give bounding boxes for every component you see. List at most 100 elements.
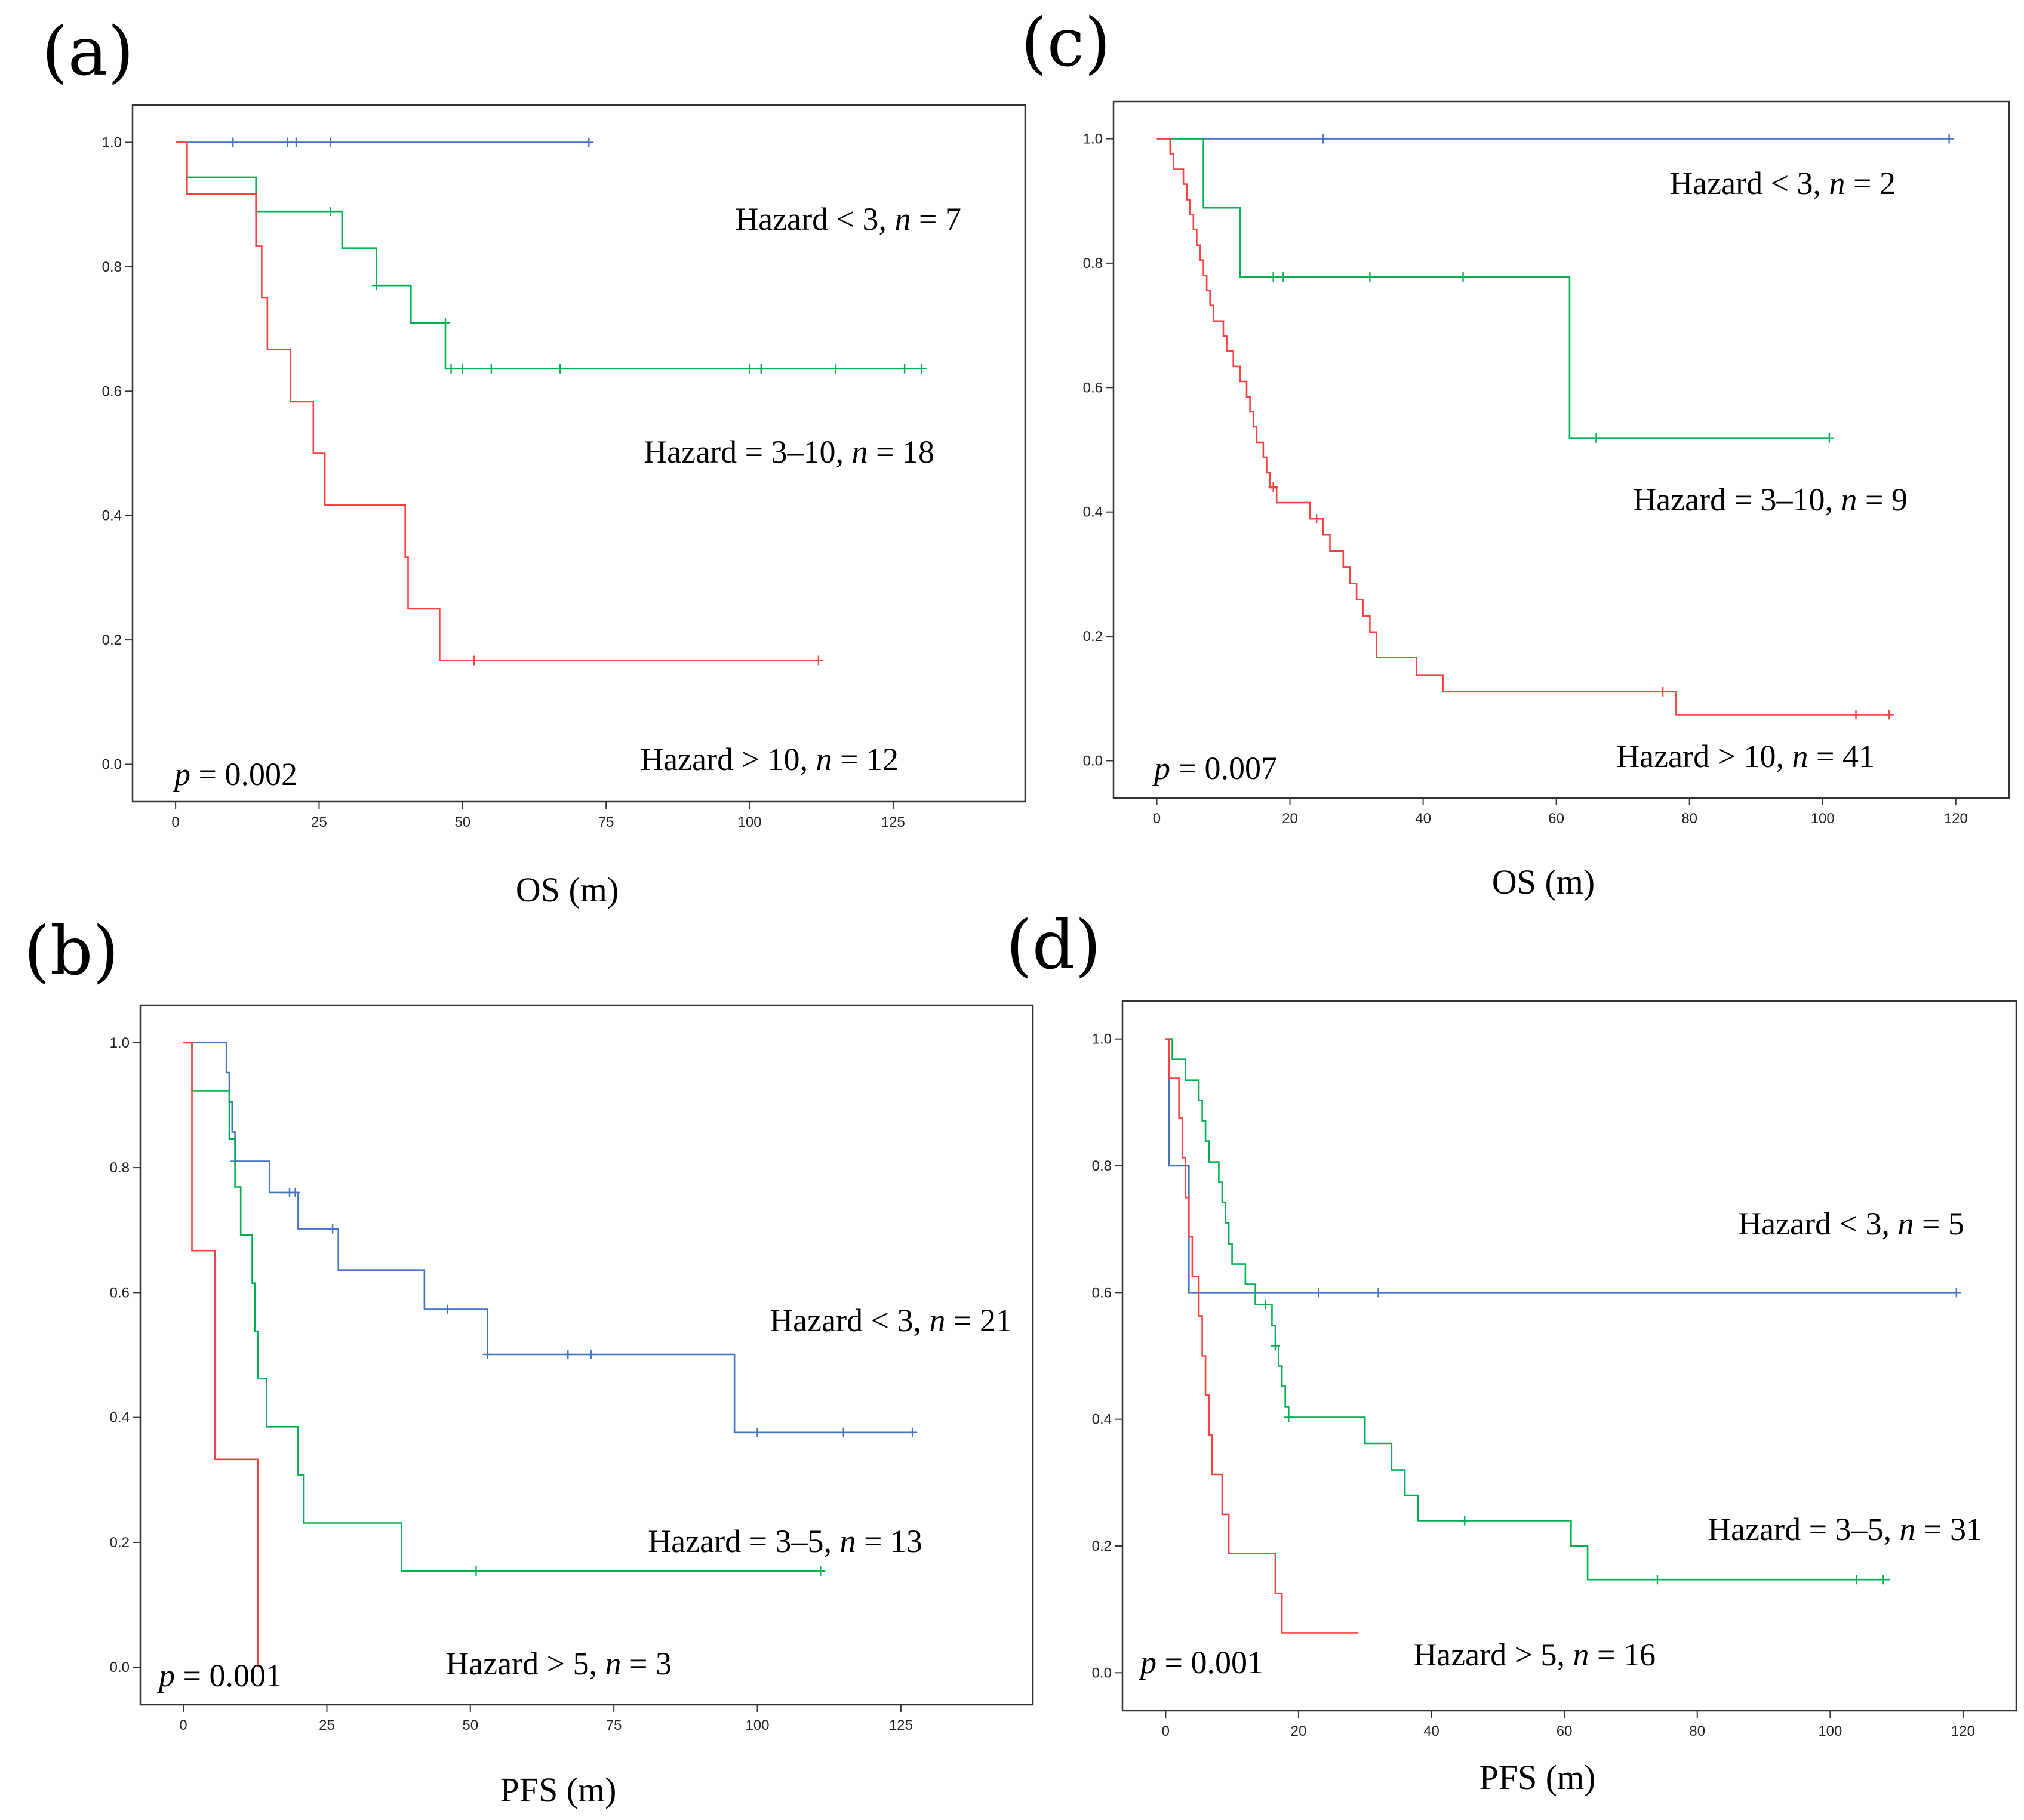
x-tick-label: 125 [881, 814, 905, 830]
p-value-text: = 0.002 [190, 756, 297, 792]
km-series-3 [1156, 138, 1894, 720]
y-tick-label: 0.6 [1083, 380, 1103, 396]
panel-c: (c) 0.0 0.2 0.4 0.6 0.8 1.0 0 20 40 60 80 100 120 Haza… [1021, 4, 2010, 901]
x-tick-label: 40 [1415, 811, 1431, 827]
censor-mark [916, 364, 927, 374]
km-series-3 [183, 1042, 259, 1668]
censor-mark [457, 364, 467, 374]
y-tick-label: 0.8 [1092, 1158, 1112, 1174]
series-label-prefix: Hazard < 3, [735, 201, 894, 237]
censor-mark [1365, 272, 1375, 282]
survival-curve [1156, 138, 1890, 716]
series-label-1: Hazard < 3, n = 5 [1738, 1206, 1964, 1242]
series-label-prefix: Hazard = 3–10, [1633, 482, 1841, 518]
y-tick-label: 0.4 [102, 508, 122, 524]
y-tick-label: 0.8 [1083, 255, 1103, 272]
censor-mark [584, 137, 594, 147]
series-label-prefix: Hazard > 10, [1616, 738, 1792, 774]
x-tick-label: 100 [1818, 1723, 1842, 1739]
series-label-n: n [605, 1646, 622, 1682]
survival-curve [1156, 138, 1829, 439]
series-label-2: Hazard = 3–5, n = 13 [648, 1523, 922, 1559]
censor-mark [1652, 1575, 1662, 1585]
censor-mark [325, 207, 336, 217]
censor-mark [838, 1427, 848, 1437]
series-label-3: Hazard > 5, n = 16 [1413, 1637, 1656, 1673]
series-label-2: Hazard = 3–10, n = 18 [644, 434, 934, 470]
x-tick-label: 60 [1548, 811, 1564, 827]
series-label-prefix: Hazard > 5, [445, 1646, 605, 1682]
p-value-text: = 0.001 [1156, 1645, 1263, 1680]
censor-mark [563, 1349, 573, 1359]
series-label-1: Hazard < 3, n = 2 [1669, 165, 1896, 201]
series-label-prefix: Hazard = 3–10, [644, 434, 851, 470]
x-axis-label-d: PFS (m) [1479, 1758, 1595, 1797]
censor-mark [440, 318, 450, 328]
x-axis-label-a: OS (m) [516, 870, 619, 909]
censor-mark [1851, 1575, 1862, 1585]
x-tick-label: 75 [606, 1717, 622, 1733]
series-label-n: n [1898, 1206, 1914, 1242]
km-series-2 [1156, 138, 1834, 443]
y-tick-label: 0.2 [1083, 629, 1103, 645]
x-tick-label: 50 [454, 814, 470, 830]
censor-mark [1658, 686, 1668, 697]
censor-mark [1314, 1288, 1324, 1298]
series-label-3: Hazard > 10, n = 41 [1616, 738, 1875, 774]
y-tick-label: 0.4 [110, 1410, 130, 1426]
series-label-3: Hazard > 10, n = 12 [640, 741, 899, 777]
y-tick-label: 0.6 [102, 383, 122, 399]
x-axis-label-b: PFS (m) [500, 1770, 616, 1809]
series-label-n: n [1900, 1511, 1916, 1547]
panel-a: (a) 0.0 0.2 0.4 0.6 0.8 1.0 0 25 50 75 100 125 Hazard… [42, 13, 1026, 909]
plot-frame [1112, 100, 2010, 799]
x-tick-label: 60 [1557, 1723, 1573, 1739]
p-value-b: p = 0.001 [156, 1658, 282, 1693]
x-tick-label: 25 [319, 1717, 335, 1733]
censor-mark [1851, 710, 1861, 720]
censor-mark [282, 137, 293, 147]
censor-mark [1270, 1341, 1280, 1351]
censor-mark [555, 364, 565, 374]
censor-mark [482, 1349, 493, 1359]
x-tick-label: 20 [1291, 1723, 1307, 1739]
p-value-symbol: p [1138, 1645, 1156, 1680]
p-value-symbol: p [172, 756, 190, 792]
x-tick-label: 100 [745, 1717, 769, 1733]
censor-mark [1591, 433, 1601, 443]
p-value-c: p = 0.007 [1152, 750, 1277, 786]
y-tick-label: 0.0 [110, 1659, 130, 1676]
series-label-count: = 21 [946, 1302, 1012, 1338]
censor-mark [745, 364, 755, 374]
p-value-symbol: p [156, 1658, 175, 1693]
y-tick-label: 0.2 [1092, 1538, 1112, 1554]
series-label-n: n [1792, 738, 1808, 774]
series-label-count: = 12 [832, 741, 899, 777]
censor-mark [290, 1187, 300, 1197]
series-label-count: = 31 [1916, 1511, 1982, 1547]
x-tick-label: 25 [311, 814, 327, 830]
censor-mark [1951, 1288, 1961, 1298]
censor-mark [752, 1427, 762, 1437]
y-tick-label: 0.6 [110, 1285, 130, 1301]
km-series-1 [176, 137, 594, 147]
survival-curve [183, 1042, 913, 1434]
panel-label-b: (b) [24, 913, 119, 990]
series-label-1: Hazard < 3, n = 21 [770, 1302, 1012, 1338]
survival-curve [1165, 1038, 1359, 1634]
censor-mark [471, 1566, 481, 1576]
plot-frame [1121, 1000, 2017, 1712]
survival-curve [1165, 1038, 1957, 1294]
series-label-prefix: Hazard < 3, [1669, 165, 1829, 201]
y-tick-label: 0.2 [102, 632, 122, 648]
series-label-prefix: Hazard = 3–5, [1708, 1511, 1899, 1547]
censor-mark [328, 1224, 338, 1234]
x-tick-label: 100 [737, 814, 761, 830]
censor-mark [1312, 514, 1322, 524]
survival-curve [183, 1042, 259, 1668]
p-value-text: = 0.007 [1170, 750, 1277, 786]
censor-mark [228, 137, 238, 147]
y-tick-label: 0.0 [1092, 1665, 1112, 1681]
panel-label-c: (c) [1021, 4, 1111, 82]
